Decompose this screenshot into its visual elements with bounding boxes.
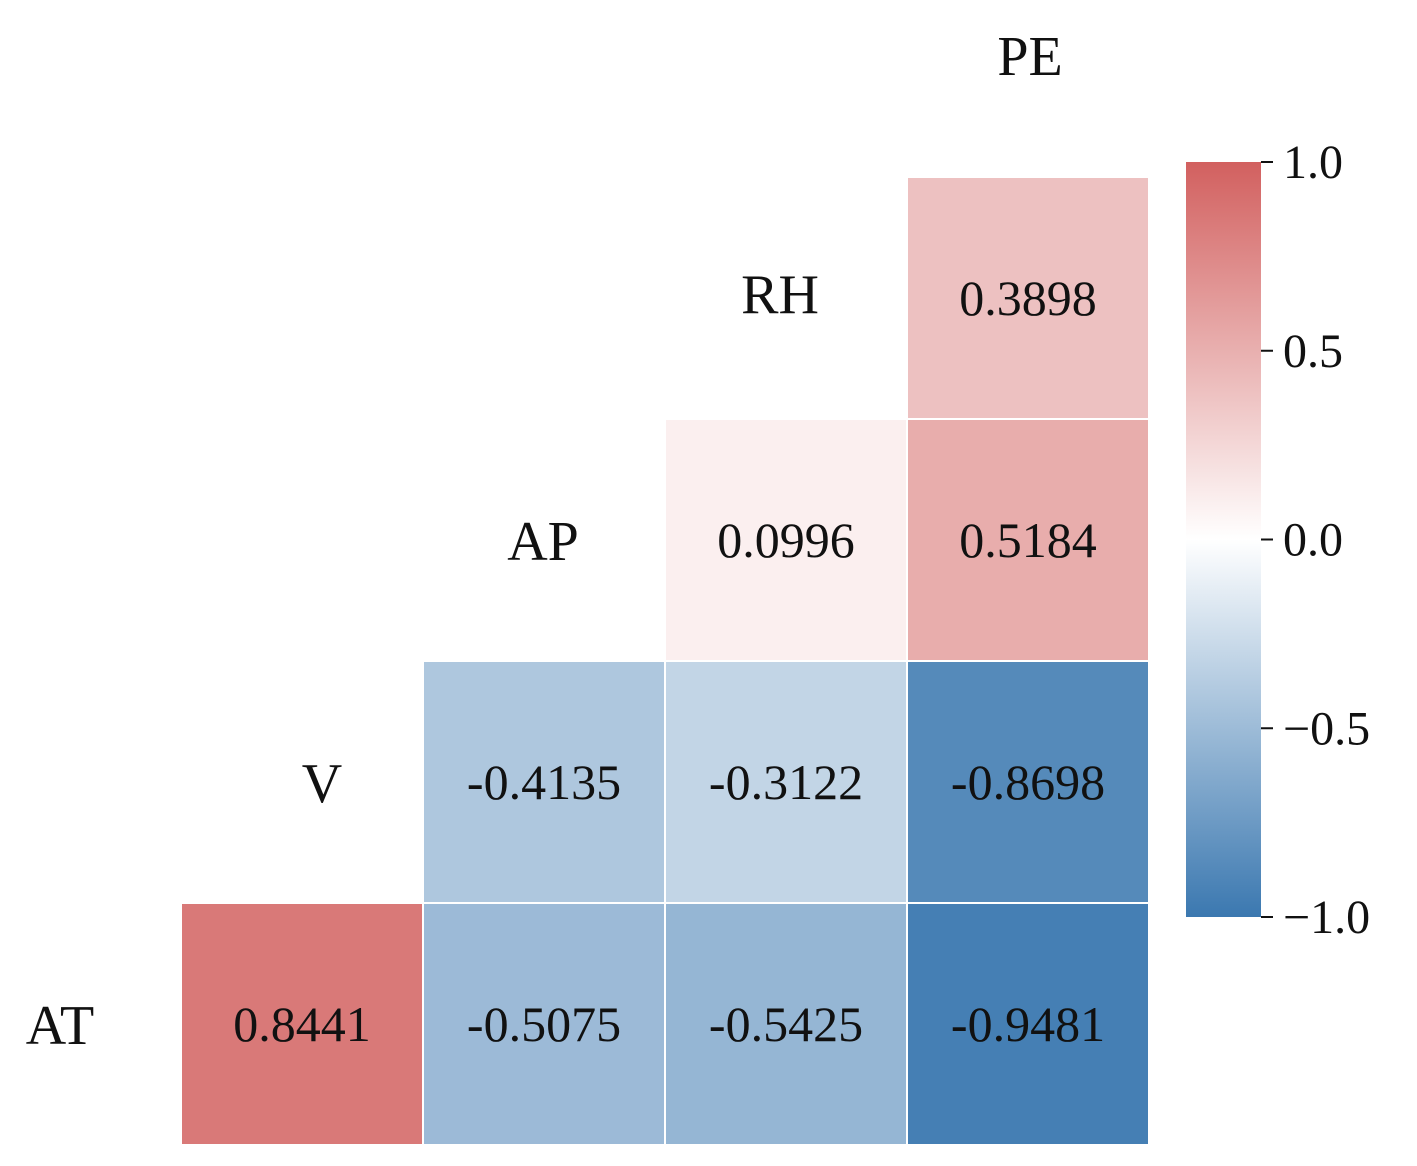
variable-label-v: V xyxy=(302,753,342,815)
cell-value-rh-pe: 0.3898 xyxy=(959,270,1097,326)
colorbar-tick-label: 0.0 xyxy=(1283,514,1343,567)
heatmap-cell-v-ap xyxy=(422,660,666,904)
heatmap-cell-ap-pe xyxy=(906,418,1150,662)
colorbar: 1.0 0.5 0.0 −0.5 −1.0 xyxy=(1186,136,1370,944)
cell-value-ap-pe: 0.5184 xyxy=(959,512,1097,568)
heatmap-cell-v-rh xyxy=(664,660,908,904)
heatmap-cell-v-pe xyxy=(906,660,1150,904)
colorbar-tick-label: −1.0 xyxy=(1283,891,1370,944)
variable-labels: AT V AP RH PE xyxy=(26,26,1063,1057)
heatmap-cell-rh-pe xyxy=(906,176,1150,420)
variable-label-rh: RH xyxy=(741,264,819,326)
colorbar-tick-label: 0.5 xyxy=(1283,325,1343,378)
cell-value-at-rh: -0.5425 xyxy=(709,996,863,1052)
cell-value-at-v: 0.8441 xyxy=(233,996,371,1052)
heatmap-cell-at-v xyxy=(180,902,424,1146)
variable-label-at: AT xyxy=(26,995,94,1057)
cell-value-at-pe: -0.9481 xyxy=(951,996,1105,1052)
heatmap-cells: 0.8441 -0.5075 -0.5425 -0.9481 -0.4135 -0.312… xyxy=(180,176,1150,1146)
heatmap-cell-at-pe xyxy=(906,902,1150,1146)
variable-label-pe: PE xyxy=(997,26,1062,88)
cell-value-v-ap: -0.4135 xyxy=(467,754,621,810)
colorbar-tick-label: 1.0 xyxy=(1283,136,1343,189)
cell-value-ap-rh: 0.0996 xyxy=(717,512,855,568)
cell-value-v-pe: -0.8698 xyxy=(951,754,1105,810)
cell-value-v-rh: -0.3122 xyxy=(709,754,863,810)
cell-value-at-ap: -0.5075 xyxy=(467,996,621,1052)
colorbar-tick-label: −0.5 xyxy=(1283,702,1370,755)
heatmap-cell-ap-rh xyxy=(664,418,908,662)
colorbar-gradient xyxy=(1186,162,1261,917)
variable-label-ap: AP xyxy=(507,511,579,573)
heatmap-cell-at-ap xyxy=(422,902,666,1146)
